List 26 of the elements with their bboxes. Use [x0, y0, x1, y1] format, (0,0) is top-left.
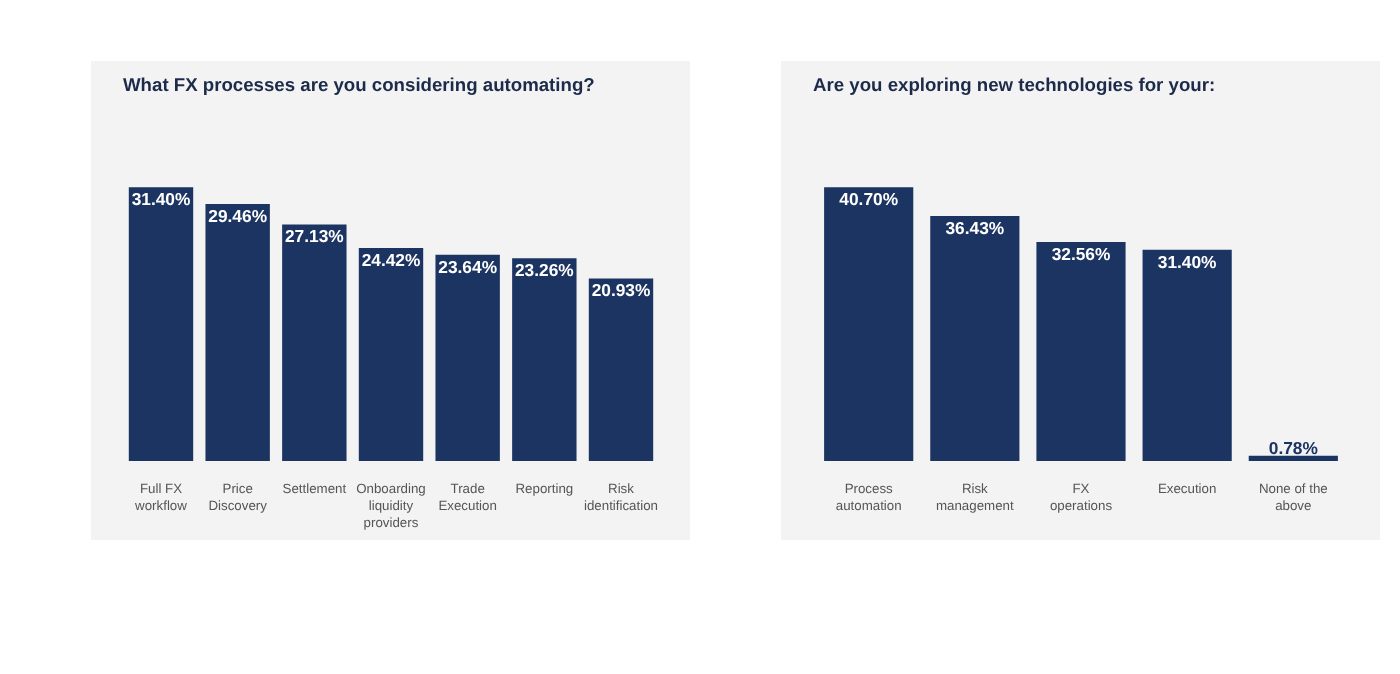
- data-label: 29.46%: [208, 206, 268, 227]
- chart-title: What FX processes are you considering automating?: [123, 75, 596, 95]
- bar: [435, 254, 500, 461]
- bar: [1036, 241, 1126, 461]
- bar: [358, 248, 424, 461]
- bar: [1142, 249, 1232, 461]
- bar: [282, 224, 347, 461]
- data-label: 0.78%: [1268, 437, 1319, 458]
- data-label: 27.13%: [284, 226, 345, 247]
- bar: [205, 204, 270, 461]
- data-label: 24.42%: [361, 250, 421, 271]
- data-label: 36.43%: [945, 217, 1005, 238]
- bar: [1248, 455, 1338, 461]
- data-label: 40.70%: [839, 189, 899, 210]
- bar: [588, 278, 654, 461]
- data-label: 31.40%: [131, 189, 191, 210]
- bar: [128, 187, 194, 461]
- chart-title: Are you exploring new technologies for your:: [813, 75, 1216, 95]
- bar: [512, 258, 577, 461]
- bar: [930, 215, 1020, 461]
- data-label: 23.64%: [438, 256, 498, 277]
- bar: [824, 187, 914, 461]
- data-label: 31.40%: [1157, 251, 1218, 272]
- data-label: 32.56%: [1051, 243, 1111, 264]
- data-label: 23.26%: [514, 260, 575, 281]
- data-label: 20.93%: [591, 280, 651, 301]
